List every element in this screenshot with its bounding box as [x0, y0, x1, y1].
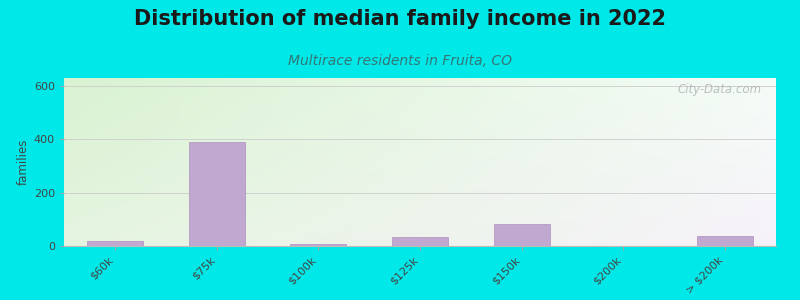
Text: Distribution of median family income in 2022: Distribution of median family income in …: [134, 9, 666, 29]
Bar: [392, 237, 448, 246]
Text: Multirace residents in Fruita, CO: Multirace residents in Fruita, CO: [288, 54, 512, 68]
Bar: [189, 142, 245, 246]
Text: City-Data.com: City-Data.com: [678, 83, 762, 96]
Y-axis label: families: families: [17, 139, 30, 185]
Bar: [290, 244, 346, 246]
Bar: [87, 241, 143, 246]
Bar: [494, 224, 550, 246]
Bar: [697, 236, 753, 246]
